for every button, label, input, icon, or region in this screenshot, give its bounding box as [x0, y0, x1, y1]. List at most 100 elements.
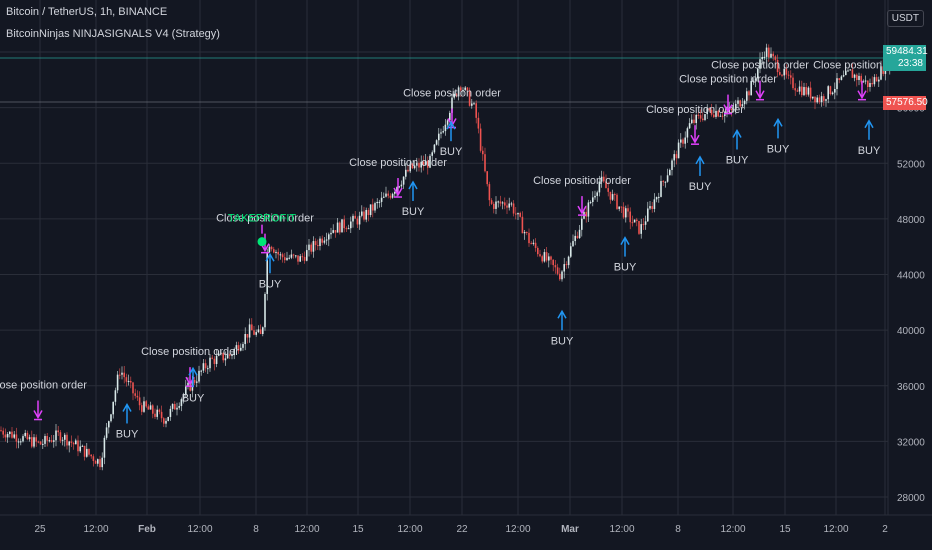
candle-body: [708, 108, 711, 110]
x-tick-label: Feb: [138, 524, 156, 535]
x-axis[interactable]: 25 12:00 Feb 12:00 8 12:00 15 12:00 22 12:00 Mar 12…: [0, 514, 932, 535]
buy-signal[interactable]: BUY: [402, 180, 425, 218]
candle-body: [319, 238, 321, 247]
close-position-signal[interactable]: Close position order: [0, 380, 87, 421]
candle-body: [407, 169, 409, 172]
candle-body: [677, 142, 680, 159]
candle-body: [134, 393, 136, 396]
candle-body: [770, 53, 772, 58]
candle-body: [818, 97, 821, 103]
candle-body: [831, 92, 834, 95]
candle-body: [88, 448, 90, 455]
strategy-label[interactable]: BitcoinNinjas NINJASIGNALS V4 (Strategy): [6, 28, 220, 40]
candle-body: [46, 436, 48, 441]
candle-body: [103, 437, 106, 458]
candle-body: [288, 257, 290, 259]
take-profit-signal[interactable]: TAKEPROFIT: [228, 213, 297, 247]
candle-body: [167, 416, 169, 421]
candle-body: [473, 103, 475, 105]
candle-body: [493, 203, 495, 209]
candle-body: [772, 53, 774, 57]
candle-body: [66, 434, 68, 446]
candle-body: [352, 215, 354, 222]
x-tick-label: 2: [882, 524, 888, 535]
buy-arrow-head: [732, 129, 742, 138]
candle-body: [213, 358, 216, 364]
candle-body: [17, 441, 20, 443]
candle-body: [383, 196, 385, 198]
candle-body: [688, 123, 691, 129]
candle-body: [182, 394, 185, 400]
close-position-label: Close position order: [403, 88, 501, 100]
buy-signal[interactable]: BUY: [689, 155, 712, 193]
candle-body: [845, 70, 847, 76]
candle-body: [860, 75, 862, 83]
buy-signal[interactable]: BUY: [858, 119, 881, 157]
candle-body: [506, 205, 508, 208]
candle-body: [99, 459, 101, 468]
close-position-signal[interactable]: Close position order: [403, 88, 501, 129]
close-arrow-head: [690, 134, 700, 144]
candle-body: [754, 78, 757, 81]
buy-signal[interactable]: BUY: [116, 402, 139, 440]
candle-body: [61, 439, 64, 441]
buy-signal[interactable]: BUY: [614, 236, 637, 274]
candle-body: [418, 162, 420, 168]
candle-body: [176, 407, 178, 410]
candle-body: [673, 154, 675, 161]
candle-body: [125, 377, 128, 382]
candle-body: [801, 86, 803, 96]
candle-body: [354, 215, 356, 219]
buy-signal[interactable]: BUY: [182, 366, 205, 404]
candle-body: [200, 370, 202, 372]
buy-signal[interactable]: BUY: [259, 252, 282, 290]
candle-body: [185, 386, 187, 395]
candle-body: [121, 372, 123, 375]
candle-body: [343, 219, 345, 229]
candle-body: [163, 418, 165, 424]
candle-body: [838, 78, 840, 80]
candle-body: [680, 139, 682, 143]
buy-signal[interactable]: BUY: [551, 309, 574, 347]
close-position-signal[interactable]: Close position order: [216, 213, 314, 254]
candle-body: [607, 188, 609, 192]
candle-body: [563, 264, 565, 272]
close-position-signal[interactable]: Close position order: [349, 157, 447, 198]
candle-body: [224, 358, 227, 361]
close-position-signal[interactable]: Close position order: [679, 74, 777, 115]
candle-body: [629, 211, 631, 223]
candle-body: [873, 77, 876, 85]
buy-signal[interactable]: BUY: [767, 117, 790, 155]
candle-body: [477, 117, 480, 129]
currency-button[interactable]: USDT: [886, 10, 924, 27]
candle-body: [420, 161, 422, 168]
candle-body: [75, 440, 77, 445]
buy-signal[interactable]: BUY: [726, 129, 749, 167]
candle-body: [710, 109, 713, 115]
close-position-signal[interactable]: Close position order: [533, 175, 631, 216]
current-price-badge: 59484.31 23:38: [883, 45, 928, 71]
candle-body: [92, 456, 95, 462]
candle-body: [374, 203, 376, 211]
candle-body: [695, 114, 697, 123]
buy-arrow-head: [773, 117, 783, 127]
candle-body: [90, 454, 92, 457]
candle-body: [275, 251, 277, 253]
candle-body: [605, 181, 607, 189]
candle-body: [638, 220, 640, 234]
candle-body: [781, 74, 783, 76]
close-position-signal[interactable]: Close position order: [646, 104, 744, 145]
candle-body: [244, 333, 246, 345]
candle-body: [878, 79, 880, 82]
close-position-signal[interactable]: Close position order: [141, 346, 239, 387]
buy-signal[interactable]: BUY: [440, 120, 463, 158]
candle-body: [849, 69, 851, 71]
close-position-signal[interactable]: Close position order: [711, 60, 809, 101]
candle-body: [286, 257, 288, 261]
candle-body: [578, 229, 581, 239]
candle-body: [704, 114, 706, 120]
candle-body: [660, 181, 662, 197]
candle-body: [22, 436, 24, 442]
candle-body: [292, 254, 295, 256]
